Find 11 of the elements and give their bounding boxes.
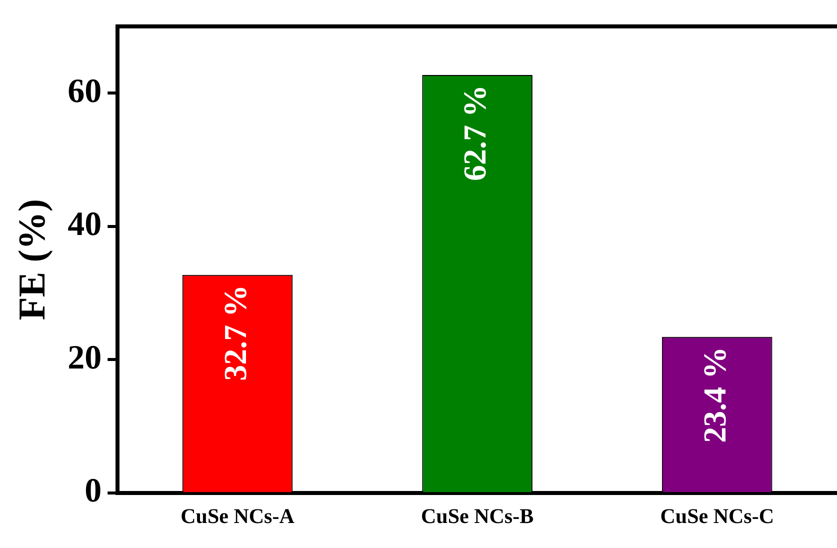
- x-tick-label: CuSe NCs-A: [180, 504, 296, 528]
- data-label: 62.7 %: [456, 85, 493, 182]
- x-tick-label: CuSe NCs-B: [420, 504, 534, 528]
- data-label: 32.7 %: [216, 284, 253, 381]
- y-axis-title: FE (%): [12, 198, 54, 320]
- y-tick-label: 60: [68, 72, 102, 110]
- y-tick-label: 40: [68, 206, 102, 244]
- y-tick-label: 20: [68, 339, 102, 376]
- data-label: 23.4 %: [696, 346, 732, 443]
- y-tick-label: 0: [84, 472, 102, 510]
- x-tick-label: CuSe NCs-C: [660, 504, 774, 528]
